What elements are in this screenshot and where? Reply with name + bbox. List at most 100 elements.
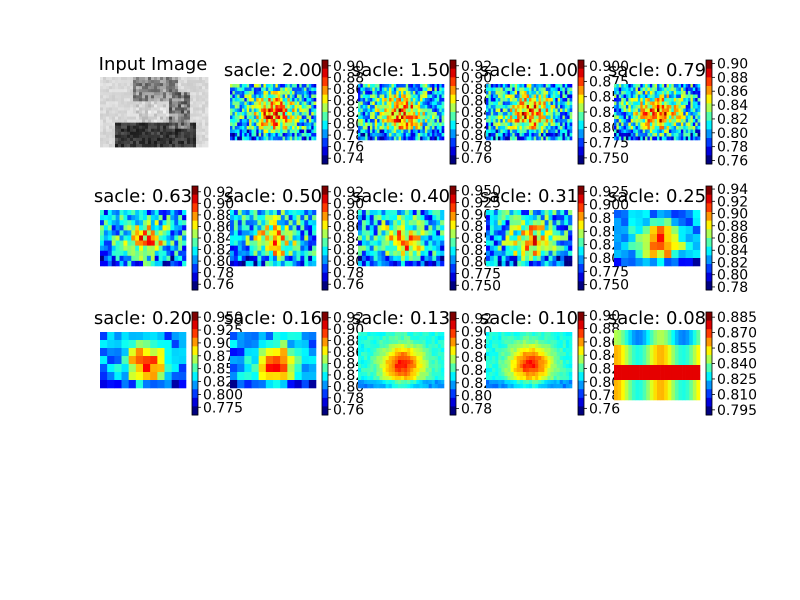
heatmap-cell bbox=[394, 372, 399, 377]
heatmap-cell bbox=[652, 105, 655, 109]
heatmap-cell bbox=[398, 115, 402, 120]
heatmap-cell bbox=[531, 129, 535, 134]
heatmap-cell bbox=[642, 345, 647, 351]
heatmap-cell bbox=[263, 112, 267, 116]
heatmap-cell bbox=[489, 364, 493, 369]
heatmap-cell bbox=[513, 250, 518, 257]
heatmap-cell bbox=[127, 260, 132, 267]
heatmap-cell bbox=[545, 136, 549, 141]
heatmap-cell bbox=[249, 240, 254, 246]
heatmap-cell bbox=[562, 87, 566, 92]
heatmap-cell bbox=[497, 245, 502, 252]
colorbar-segment bbox=[578, 312, 584, 322]
heatmap-cell bbox=[486, 136, 489, 141]
heatmap-cell bbox=[668, 115, 672, 120]
heatmap-cell bbox=[653, 365, 658, 371]
heatmap-cell bbox=[358, 260, 363, 267]
heatmap-cell bbox=[550, 352, 554, 357]
heatmap-cell bbox=[625, 126, 629, 130]
heatmap-cell bbox=[436, 101, 440, 106]
heatmap-cell bbox=[143, 356, 151, 365]
heatmap-cell bbox=[493, 115, 496, 120]
heatmap-cell bbox=[538, 136, 542, 141]
heatmap-cell bbox=[256, 101, 259, 106]
heatmap-cell bbox=[107, 372, 115, 381]
heatmap-cell bbox=[507, 115, 511, 120]
heatmap-cell bbox=[428, 235, 433, 241]
heatmap-cell bbox=[657, 98, 660, 102]
heatmap-cell bbox=[529, 91, 532, 95]
heatmap-cell bbox=[273, 129, 276, 134]
heatmap-cell bbox=[664, 370, 669, 376]
heatmap-cell bbox=[299, 126, 302, 130]
heatmap-cell bbox=[633, 119, 636, 123]
heatmap-cell bbox=[674, 370, 679, 376]
heatmap-cell bbox=[685, 136, 689, 141]
colorbar-tick-label: 0.900 bbox=[589, 198, 629, 214]
heatmap-cell bbox=[657, 375, 661, 381]
heatmap-cell bbox=[513, 260, 518, 267]
heatmap-cell bbox=[510, 352, 514, 357]
heatmap-cell bbox=[265, 126, 269, 130]
heatmap-cell bbox=[431, 332, 436, 337]
heatmap-cell bbox=[415, 101, 419, 106]
colorbar-segment bbox=[706, 264, 712, 274]
heatmap-cell bbox=[312, 220, 317, 226]
heatmap-cell bbox=[393, 101, 397, 106]
heatmap-cell bbox=[360, 133, 364, 137]
heatmap-cell bbox=[234, 115, 238, 120]
heatmap-cell bbox=[389, 260, 394, 267]
heatmap-cell bbox=[397, 225, 402, 231]
heatmap-cell bbox=[560, 98, 563, 102]
heatmap-cell bbox=[284, 225, 289, 231]
heatmap-cell bbox=[664, 115, 667, 120]
heatmap-cell bbox=[249, 101, 252, 106]
heatmap-cell bbox=[628, 365, 633, 371]
heatmap-cell bbox=[653, 340, 658, 346]
heatmap-cell bbox=[369, 101, 373, 106]
heatmap-cell bbox=[157, 332, 165, 341]
heatmap-cell bbox=[653, 335, 658, 341]
colorbar-segment bbox=[192, 255, 198, 265]
heatmap-cell bbox=[521, 94, 525, 99]
heatmap-cell bbox=[382, 344, 386, 349]
heatmap-cell bbox=[388, 352, 393, 357]
heatmap-cell bbox=[280, 235, 286, 241]
heatmap-cell bbox=[275, 108, 279, 113]
heatmap-cell bbox=[311, 126, 314, 130]
heatmap-cell bbox=[497, 133, 501, 137]
heatmap-cell bbox=[398, 133, 402, 137]
heatmap-cell bbox=[540, 225, 545, 231]
heatmap-cell bbox=[268, 119, 271, 123]
heatmap-cell bbox=[538, 133, 542, 137]
heatmap-cell bbox=[275, 122, 279, 127]
heatmap-cell bbox=[666, 105, 670, 109]
heatmap-cell bbox=[437, 332, 442, 337]
heatmap-cell bbox=[614, 210, 622, 219]
heatmap-cell bbox=[384, 136, 387, 141]
heatmap-cell bbox=[661, 133, 665, 137]
heatmap-cell bbox=[671, 94, 675, 99]
heatmap-cell bbox=[257, 210, 262, 216]
heatmap-cell bbox=[659, 87, 663, 92]
heatmap-cell bbox=[688, 87, 691, 92]
heatmap-cell bbox=[517, 225, 522, 231]
heatmap-cell bbox=[697, 105, 701, 109]
heatmap-cell bbox=[666, 122, 670, 127]
heatmap-cell bbox=[404, 368, 408, 373]
heatmap-cell bbox=[553, 348, 557, 353]
heatmap-cell bbox=[178, 356, 187, 365]
colorbar-tick-label: 0.88 bbox=[461, 82, 492, 98]
heatmap-cell bbox=[657, 101, 660, 106]
heatmap-cell bbox=[407, 364, 411, 369]
heatmap-cell bbox=[166, 225, 171, 231]
heatmap-cell bbox=[623, 112, 627, 116]
heatmap-cell bbox=[564, 136, 568, 141]
heatmap-cell bbox=[628, 98, 632, 102]
heatmap-cell bbox=[131, 220, 136, 226]
heatmap-cell bbox=[682, 340, 686, 346]
heatmap-cell bbox=[696, 355, 701, 361]
heatmap-cell bbox=[312, 250, 317, 257]
heatmap-cell bbox=[529, 352, 533, 357]
heatmap-cell bbox=[408, 220, 414, 226]
